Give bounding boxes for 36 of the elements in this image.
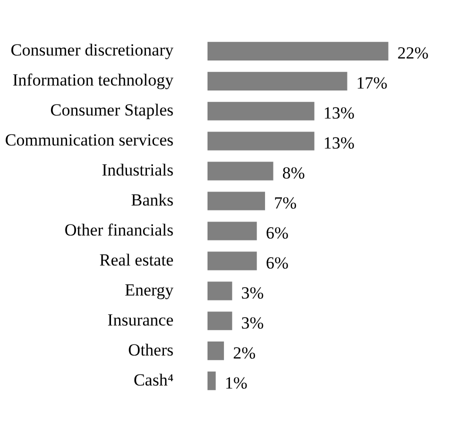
y-tick-label: Real estate xyxy=(99,250,174,270)
bar xyxy=(208,72,348,90)
y-tick-label: Consumer Staples xyxy=(50,100,174,120)
data-label: 3% xyxy=(241,283,264,302)
bar xyxy=(208,162,274,180)
y-tick-label: Banks xyxy=(131,190,174,210)
y-tick-label: Insurance xyxy=(107,310,174,330)
bar xyxy=(208,132,314,150)
bar xyxy=(208,282,232,300)
data-label: 2% xyxy=(232,343,256,362)
data-label: 3% xyxy=(241,313,264,332)
data-label: 8% xyxy=(282,164,305,183)
y-tick-label: Other financials xyxy=(64,220,174,240)
bar xyxy=(208,102,314,120)
bar xyxy=(208,342,224,360)
data-label: 13% xyxy=(323,104,355,123)
y-tick-label: Industrials xyxy=(102,160,174,180)
bar xyxy=(208,222,257,240)
y-tick-label: Others xyxy=(128,340,174,360)
data-label: 7% xyxy=(274,193,297,212)
y-tick-label: Information technology xyxy=(12,70,174,90)
bar xyxy=(208,42,388,60)
data-label: 6% xyxy=(266,253,288,272)
bar xyxy=(208,252,257,270)
y-tick-label: Communication services xyxy=(4,130,174,150)
bar xyxy=(208,372,216,390)
data-label: 1% xyxy=(224,373,248,392)
y-tick-label: Energy xyxy=(124,280,174,300)
data-label: 6% xyxy=(266,223,288,242)
bar xyxy=(208,312,232,330)
data-label: 17% xyxy=(356,74,388,93)
data-label: 13% xyxy=(323,134,355,153)
y-tick-label: Cash⁴ xyxy=(134,370,174,390)
y-tick-label: Consumer discretionary xyxy=(10,40,174,60)
bar xyxy=(208,192,266,210)
data-label: 22% xyxy=(397,44,429,63)
